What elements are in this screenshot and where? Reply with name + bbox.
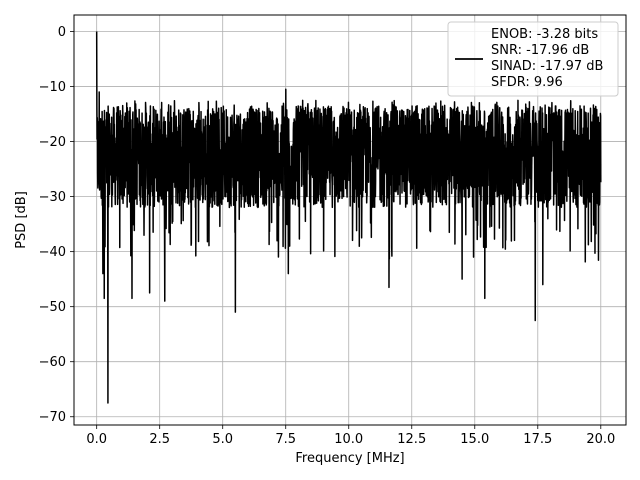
x-tick-label: 5.0 xyxy=(212,432,233,447)
x-axis-label: Frequency [MHz] xyxy=(295,451,404,466)
legend-sfdr: SFDR: 9.96 xyxy=(491,75,563,90)
x-tick-label: 15.0 xyxy=(460,432,489,447)
legend-snr: SNR: -17.96 dB xyxy=(491,43,589,58)
y-tick-label: −60 xyxy=(39,355,66,370)
x-tick-label: 12.5 xyxy=(397,432,426,447)
y-tick-label: −30 xyxy=(39,190,66,205)
y-tick-label: −50 xyxy=(39,300,66,315)
x-tick-label: 2.5 xyxy=(149,432,170,447)
series-group xyxy=(95,31,602,404)
x-tick-label: 10.0 xyxy=(334,432,363,447)
psd-line xyxy=(95,31,602,404)
x-tick-label: 20.0 xyxy=(586,432,615,447)
legend-box xyxy=(447,21,619,97)
plot-frame xyxy=(73,14,627,426)
x-tick-label: 0.0 xyxy=(86,432,107,447)
x-tick-label: 7.5 xyxy=(275,432,296,447)
x-tick-label: 17.5 xyxy=(523,432,552,447)
y-tick-label: −40 xyxy=(39,245,66,260)
y-tick-label: 0 xyxy=(58,25,66,40)
x-axis-ticks: 0.0 2.5 5.0 7.5 10.0 12.5 15.0 17.5 20.0 xyxy=(86,425,615,447)
legend-sinad: SINAD: -17.97 dB xyxy=(491,59,603,74)
y-tick-label: −20 xyxy=(39,135,66,150)
y-axis-label: PSD [dB] xyxy=(14,191,29,249)
y-tick-label: −10 xyxy=(39,80,66,95)
y-axis-ticks: 0 −10 −20 −30 −40 −50 −60 −70 xyxy=(39,25,74,425)
y-tick-label: −70 xyxy=(39,410,66,425)
legend-enob: ENOB: -3.28 bits xyxy=(491,27,598,42)
legend: ENOB: -3.28 bits SNR: -17.96 dB SINAD: -… xyxy=(447,21,619,97)
